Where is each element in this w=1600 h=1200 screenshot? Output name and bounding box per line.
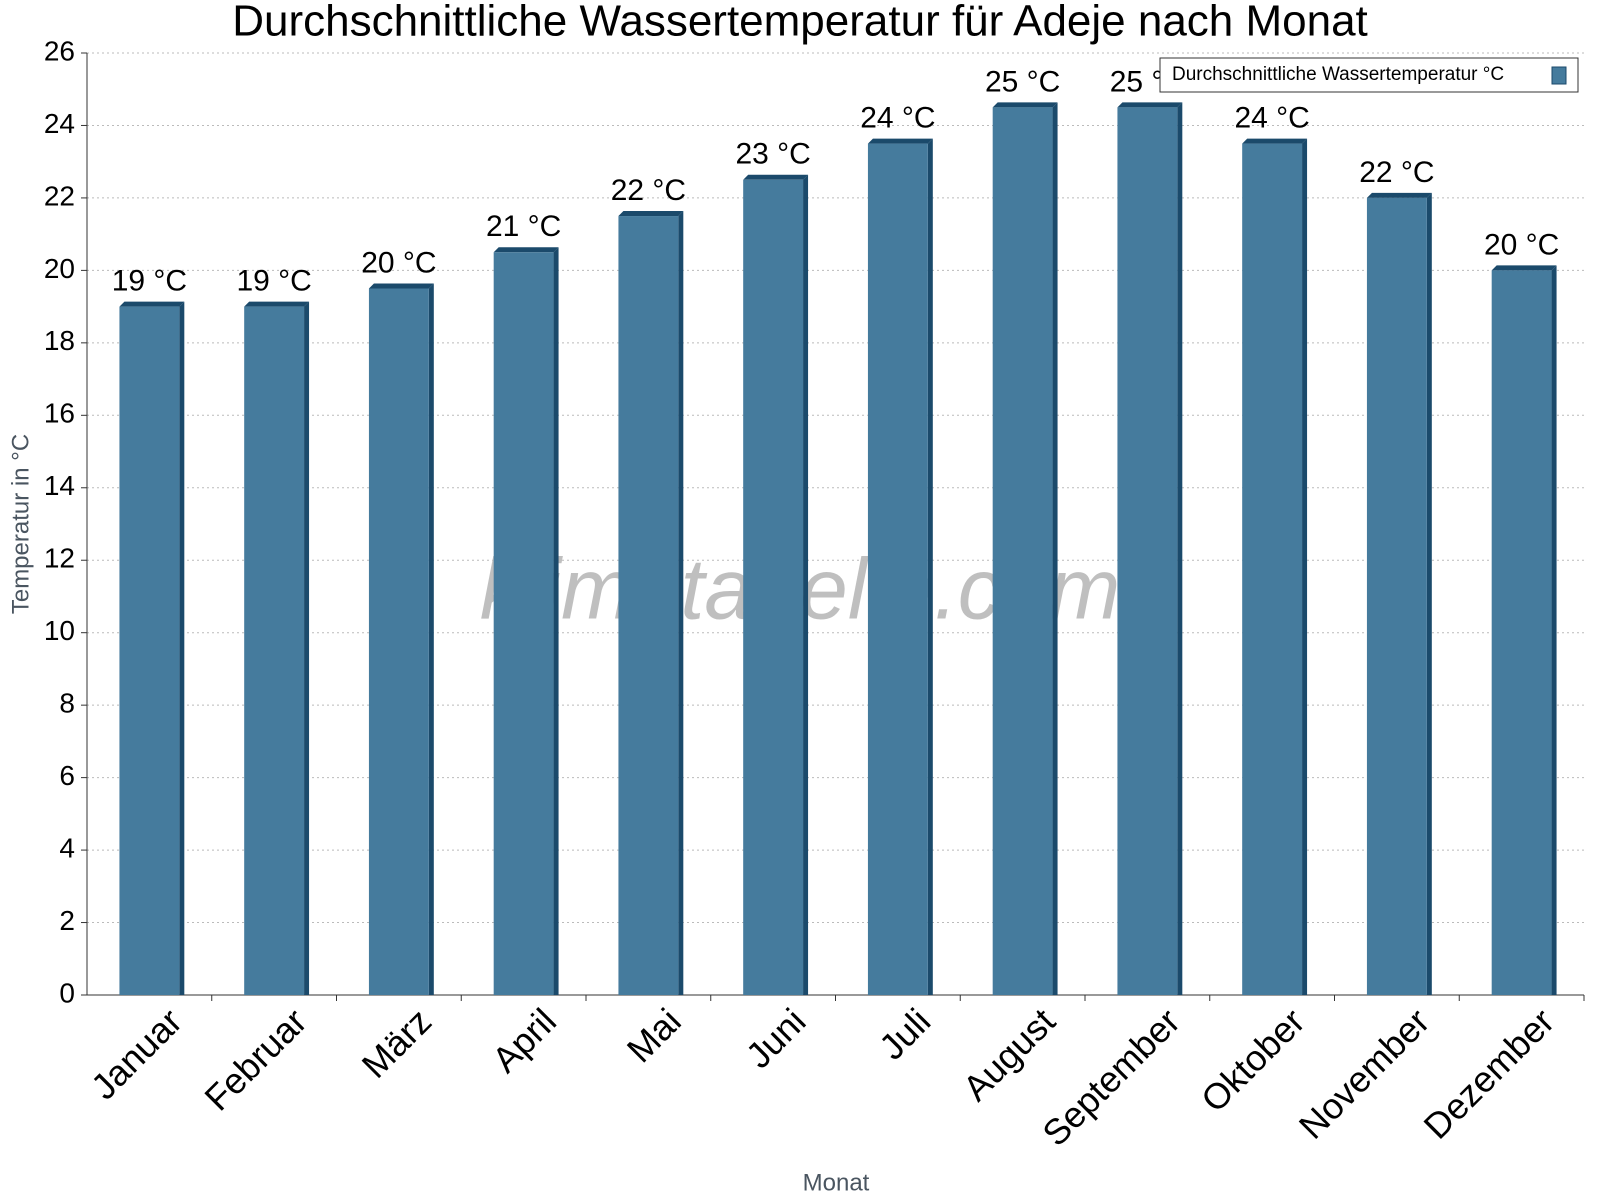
x-tick-label: November — [1291, 1000, 1437, 1146]
y-tick-label: 24 — [44, 108, 75, 139]
bar-top — [992, 102, 1058, 108]
value-label: 24 °C — [1234, 101, 1309, 134]
bar-top — [618, 211, 684, 217]
bar — [493, 252, 554, 995]
bar-side — [1177, 102, 1183, 996]
x-tick-label: Juni — [738, 1000, 814, 1076]
legend-label: Durchschnittliche Wassertemperatur °C — [1172, 64, 1504, 85]
bar-side — [428, 283, 434, 995]
x-tick-label: Januar — [83, 1000, 190, 1107]
bar-side — [179, 301, 185, 996]
y-tick-label: 20 — [44, 253, 75, 284]
y-tick-label: 4 — [59, 832, 75, 863]
x-tick-label: August — [955, 1000, 1063, 1108]
bar-side — [1551, 265, 1557, 995]
y-axis-label: Temperatur in °C — [7, 434, 34, 614]
value-label: 25 °C — [985, 65, 1060, 98]
value-label: 24 °C — [860, 101, 935, 134]
x-tick-label: Dezember — [1416, 1000, 1562, 1146]
bar-top — [493, 247, 559, 253]
bar — [867, 143, 928, 996]
y-tick-label: 2 — [59, 905, 75, 936]
y-tick-label: 10 — [44, 615, 75, 646]
bar-side — [304, 301, 310, 996]
bar-top — [119, 301, 185, 307]
bar-side — [1052, 102, 1058, 996]
bar-top — [1117, 102, 1183, 108]
value-label: 22 °C — [1359, 156, 1434, 189]
value-label: 20 °C — [1484, 228, 1559, 261]
bar-top — [867, 138, 933, 144]
bar-side — [1302, 138, 1308, 996]
y-tick-label: 6 — [59, 760, 75, 791]
bar-side — [553, 247, 559, 995]
bar-top — [368, 283, 434, 289]
bar — [1242, 143, 1303, 996]
x-axis-label: Monat — [803, 1169, 870, 1196]
bar — [992, 107, 1053, 996]
x-tick-label: September — [1034, 1000, 1188, 1154]
x-tick-label: April — [484, 1000, 564, 1080]
bar — [1117, 107, 1178, 996]
bar-top — [743, 174, 809, 180]
bar — [1491, 270, 1552, 995]
y-tick-label: 14 — [44, 470, 75, 501]
legend: Durchschnittliche Wassertemperatur °C — [1159, 57, 1579, 93]
bar — [244, 306, 305, 996]
y-tick-label: 8 — [59, 688, 75, 719]
bar-top — [1491, 265, 1557, 271]
legend-swatch — [1551, 66, 1567, 85]
x-tick-label: Februar — [196, 1000, 314, 1118]
bar-side — [1426, 192, 1432, 995]
bar-side — [803, 174, 809, 996]
value-label: 19 °C — [112, 265, 187, 298]
y-tick-label: 22 — [44, 180, 75, 211]
bar — [743, 179, 804, 996]
legend-box — [1159, 57, 1579, 93]
x-tick-label: Oktober — [1193, 1000, 1313, 1120]
y-tick-label: 12 — [44, 543, 75, 574]
bar — [618, 216, 679, 996]
value-label: 23 °C — [735, 138, 810, 171]
value-label: 22 °C — [611, 174, 686, 207]
y-tick-label: 26 — [44, 35, 75, 66]
bar-side — [678, 211, 684, 996]
bar-top — [1366, 192, 1432, 198]
x-tick-label: Juli — [871, 1000, 938, 1067]
x-tick-label: März — [354, 1000, 440, 1086]
bar-top — [244, 301, 310, 307]
value-label: 20 °C — [361, 246, 436, 279]
bar — [1366, 197, 1427, 995]
chart-title: Durchschnittliche Wassertemperatur für A… — [232, 0, 1368, 46]
value-label: 19 °C — [236, 265, 311, 298]
bar-side — [927, 138, 933, 996]
y-tick-label: 18 — [44, 325, 75, 356]
bar — [119, 306, 180, 996]
bar — [368, 288, 429, 995]
y-tick-label: 16 — [44, 398, 75, 429]
x-tick-label: Mai — [619, 1000, 689, 1070]
y-tick-label: 0 — [59, 977, 75, 1008]
value-label: 21 °C — [486, 210, 561, 243]
bar-top — [1242, 138, 1308, 144]
